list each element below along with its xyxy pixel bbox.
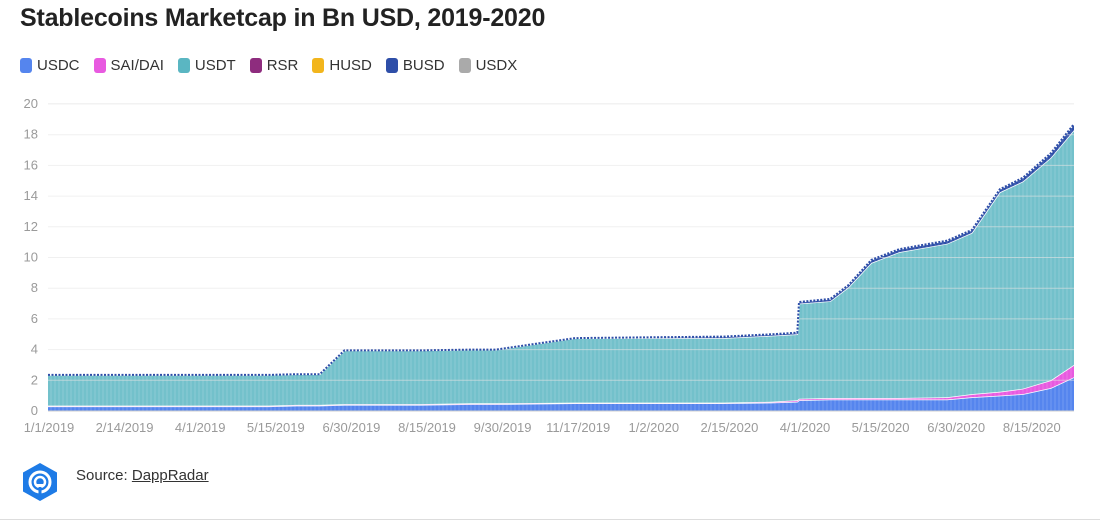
legend-swatch — [177, 58, 190, 73]
source-prefix: Source: — [76, 466, 132, 484]
plot-background-mask — [48, 104, 1074, 374]
legend-label: RSR — [266, 57, 299, 74]
chart-title: Stablecoins Marketcap in Bn USD, 2019-20… — [20, 4, 546, 32]
x-tick-label: 5/15/2020 — [852, 420, 910, 435]
area-series-usdt[interactable] — [48, 130, 1074, 406]
bottom-divider — [0, 519, 1100, 520]
x-tick-label: 2/15/2020 — [700, 420, 758, 435]
stack-top-outline — [48, 123, 1075, 376]
y-tick-label: 18 — [24, 127, 38, 142]
source-text: Source: DappRadar — [76, 467, 209, 484]
x-tick-label: 6/30/2019 — [322, 420, 380, 435]
legend-swatch — [20, 58, 32, 73]
y-tick-label: 20 — [24, 96, 38, 111]
y-tick-label: 10 — [24, 250, 38, 265]
x-tick-label: 11/17/2019 — [546, 420, 610, 435]
source-link[interactable]: DappRadar — [131, 466, 209, 484]
source-footer: Source: DappRadar — [20, 462, 209, 502]
y-tick-label: 8 — [31, 280, 38, 295]
x-tick-label: 2/14/2019 — [96, 420, 154, 435]
legend-item-usdt[interactable]: USDT — [177, 57, 236, 74]
legend-swatch — [458, 58, 471, 73]
legend-label: USDX — [475, 57, 518, 74]
x-tick-label: 4/1/2020 — [780, 420, 831, 435]
legend-item-usdx[interactable]: USDX — [458, 57, 518, 74]
legend-item-usdc[interactable]: USDC — [20, 57, 80, 74]
legend-swatch — [93, 58, 106, 73]
y-tick-label: 16 — [24, 157, 38, 172]
y-tick-label: 12 — [24, 219, 38, 234]
legend-label: USDT — [194, 57, 236, 74]
chart-legend: USDC SAI/DAI USDT RSR HUSD BUSD USDX — [20, 57, 517, 74]
legend-label: USDC — [37, 57, 80, 74]
x-tick-label: 8/15/2019 — [398, 420, 456, 435]
y-tick-label: 0 — [31, 403, 38, 418]
y-tick-label: 4 — [31, 342, 38, 357]
x-tick-label: 8/15/2020 — [1003, 420, 1061, 435]
y-tick-label: 2 — [31, 372, 38, 387]
legend-item-rsr[interactable]: RSR — [249, 57, 299, 74]
x-tick-label: 9/30/2019 — [474, 420, 532, 435]
legend-label: BUSD — [402, 57, 445, 74]
legend-swatch — [385, 58, 398, 73]
x-tick-label: 5/15/2019 — [247, 420, 305, 435]
y-tick-label: 14 — [24, 188, 38, 203]
x-tick-label: 6/30/2020 — [927, 420, 985, 435]
legend-item-sai-dai[interactable]: SAI/DAI — [93, 57, 164, 74]
x-tick-label: 1/2/2020 — [628, 420, 679, 435]
x-tick-label: 1/1/2019 — [24, 420, 75, 435]
legend-item-husd[interactable]: HUSD — [312, 57, 372, 74]
legend-swatch — [312, 58, 325, 73]
legend-item-busd[interactable]: BUSD — [385, 57, 445, 74]
y-tick-label: 6 — [31, 311, 38, 326]
area-series-usdc[interactable] — [48, 377, 1074, 411]
legend-label: HUSD — [329, 57, 372, 74]
legend-swatch — [249, 58, 262, 73]
stacked-area-chart: 0 2 4 6 8 10 12 14 16 18 20 1/1/2019 2/14/2019 4/1/20… — [24, 96, 1075, 435]
legend-label: SAI/DAI — [110, 57, 164, 74]
x-tick-label: 4/1/2019 — [175, 420, 226, 435]
dappradar-logo-icon — [23, 463, 57, 501]
